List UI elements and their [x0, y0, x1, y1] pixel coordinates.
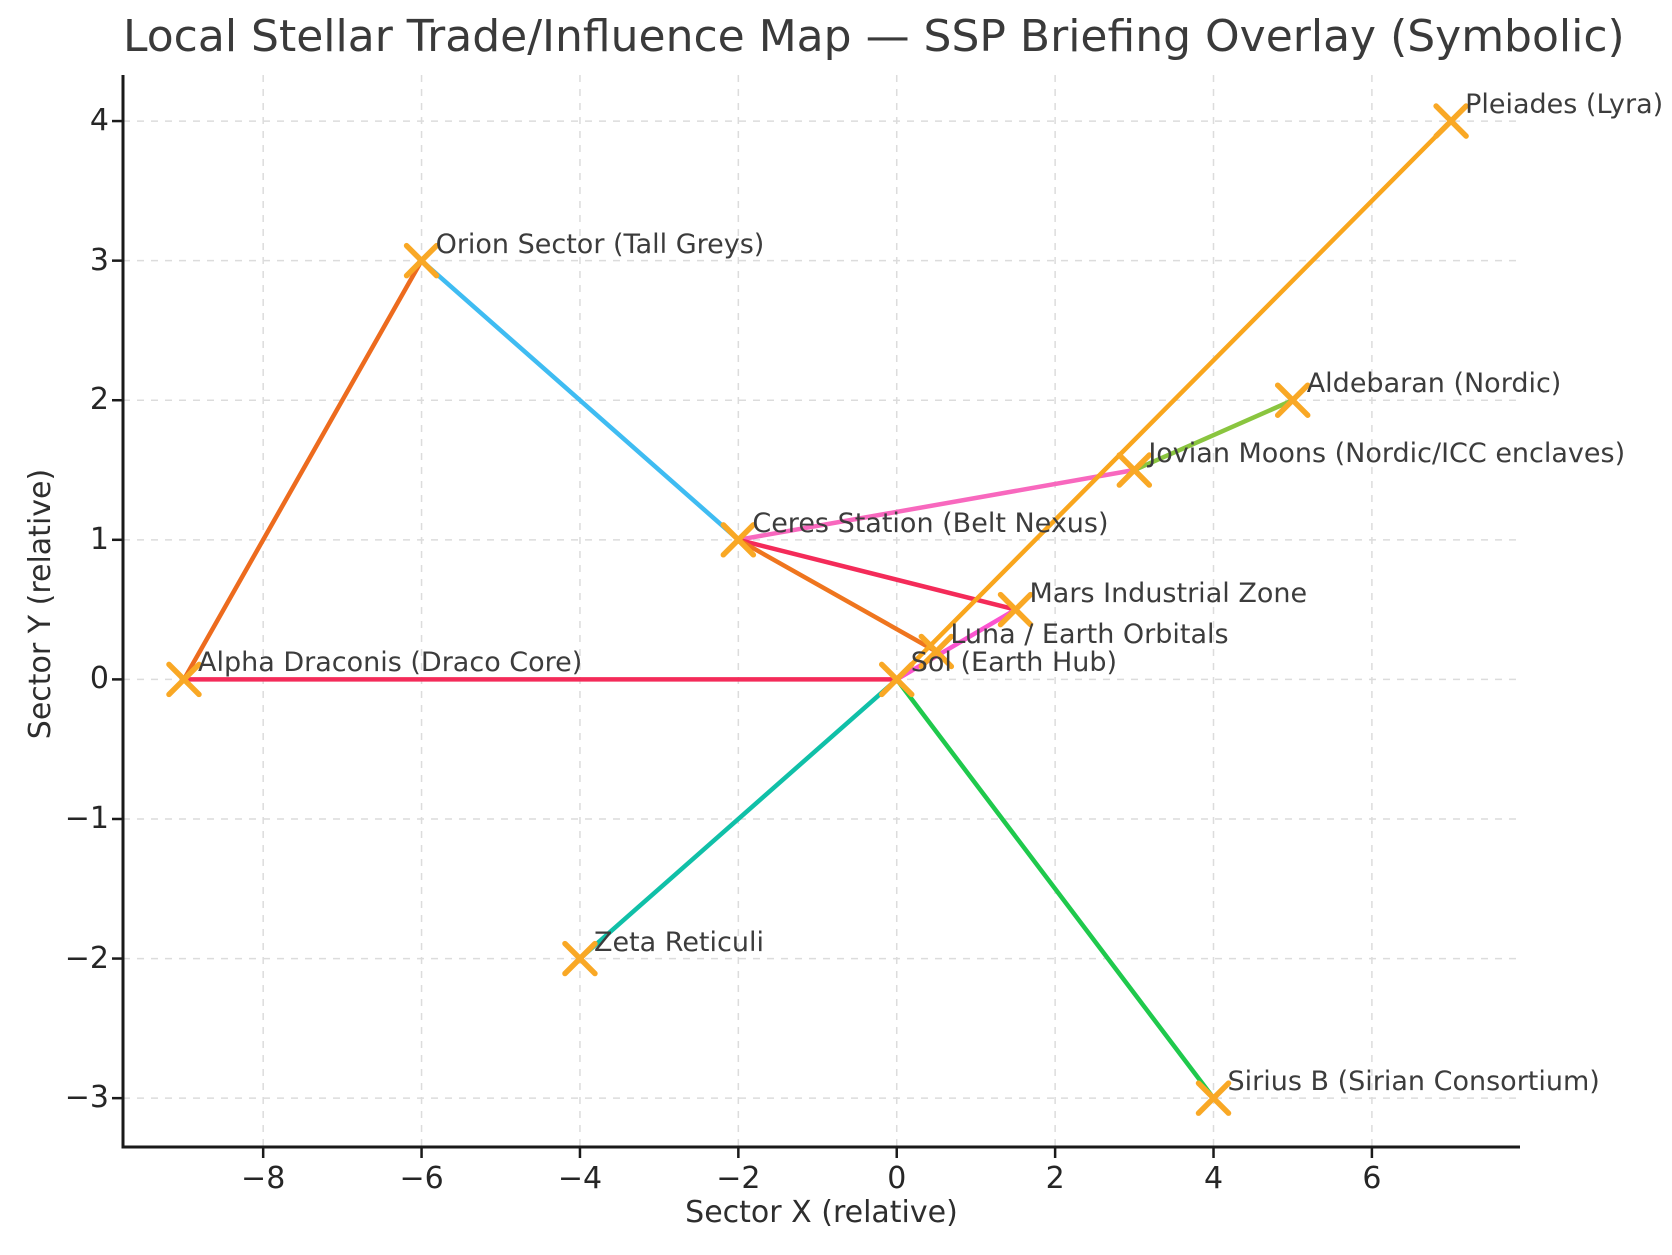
node-label-alpha_draconis: Alpha Draconis (Draco Core) — [197, 647, 583, 679]
x-tick-label-6: 6 — [1362, 1161, 1382, 1196]
node-label-luna: Luna / Earth Orbitals — [950, 619, 1229, 651]
node-marker-pleiades — [1433, 103, 1469, 139]
node-marker-jovian — [1116, 452, 1153, 488]
y-tick-label-3: 3 — [89, 242, 109, 278]
node-label-mars: Mars Industrial Zone — [1029, 577, 1308, 609]
y-axis-label: Sector Y (relative) — [23, 468, 58, 740]
edge-jovian-aldebaran — [1132, 397, 1295, 473]
x-tick-label--2: −2 — [716, 1161, 761, 1196]
node-marker-sol — [878, 661, 915, 698]
y-tick-label--2: −2 — [64, 940, 109, 976]
edge-sol-pleiades — [894, 118, 1454, 682]
edge-sol-sirius — [894, 677, 1216, 1101]
node-marker-alpha_draconis — [166, 661, 202, 698]
node-label-zeta: Zeta Reticuli — [593, 926, 764, 958]
edge-alpha_draconis-orion — [181, 258, 424, 682]
y-tick-label--1: −1 — [64, 800, 109, 836]
y-tick-label-4: 4 — [89, 103, 109, 139]
y-tick-label-0: 0 — [89, 661, 109, 697]
edge-ceres-mars — [736, 537, 1018, 612]
node-marker-luna — [918, 633, 955, 670]
node-marker-ceres — [720, 522, 757, 558]
node-label-aldebaran: Aldebaran (Nordic) — [1306, 368, 1562, 400]
chart-title: Local Stellar Trade/Influence Map — SSP … — [123, 11, 1625, 62]
x-tick-label-0: 0 — [887, 1161, 907, 1196]
edge-orion-ceres — [419, 258, 741, 543]
node-label-ceres: Ceres Station (Belt Nexus) — [752, 507, 1109, 539]
x-tick-label-2: 2 — [1045, 1161, 1065, 1196]
node-marker-orion — [403, 242, 440, 279]
edge-ceres-luna — [736, 537, 939, 654]
x-axis-label: Sector X (relative) — [685, 1195, 958, 1230]
x-tick-label--6: −6 — [399, 1161, 444, 1196]
y-tick-label--3: −3 — [64, 1080, 109, 1116]
node-label-sol: Sol (Earth Hub) — [910, 647, 1118, 679]
node-label-sirius: Sirius B (Sirian Consortium) — [1227, 1066, 1600, 1098]
edge-sol-zeta — [577, 677, 899, 961]
edge-ceres-jovian — [736, 467, 1137, 543]
y-tick-label-1: 1 — [89, 521, 109, 557]
x-tick-label-4: 4 — [1203, 1161, 1224, 1196]
x-tick-label--4: −4 — [557, 1161, 603, 1196]
node-label-pleiades: Pleiades (Lyra) — [1465, 89, 1664, 121]
node-label-jovian: Jovian Moons (Nordic/ICC enclaves) — [1148, 438, 1626, 470]
node-marker-mars — [997, 591, 1034, 628]
edge-sol-mars — [894, 607, 1018, 682]
y-tick-label-2: 2 — [89, 382, 109, 418]
node-marker-zeta — [562, 940, 598, 977]
node-label-orion: Orion Sector (Tall Greys) — [435, 228, 765, 260]
node-marker-aldebaran — [1274, 382, 1311, 418]
x-tick-label--8: −8 — [241, 1161, 286, 1196]
node-marker-sirius — [1195, 1080, 1232, 1116]
